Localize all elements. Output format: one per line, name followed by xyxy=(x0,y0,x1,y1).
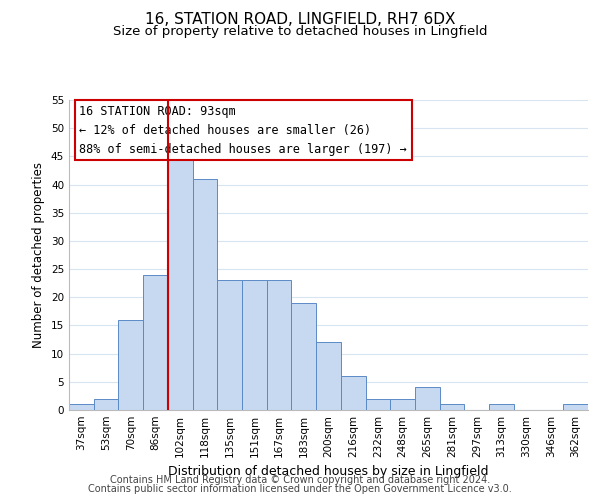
Text: Contains HM Land Registry data © Crown copyright and database right 2024.: Contains HM Land Registry data © Crown c… xyxy=(110,475,490,485)
Text: 16, STATION ROAD, LINGFIELD, RH7 6DX: 16, STATION ROAD, LINGFIELD, RH7 6DX xyxy=(145,12,455,28)
Bar xyxy=(69,404,94,410)
Bar xyxy=(563,404,588,410)
Bar xyxy=(440,404,464,410)
Text: Size of property relative to detached houses in Lingfield: Size of property relative to detached ho… xyxy=(113,25,487,38)
Text: Contains public sector information licensed under the Open Government Licence v3: Contains public sector information licen… xyxy=(88,484,512,494)
Bar xyxy=(316,342,341,410)
Bar xyxy=(489,404,514,410)
Bar xyxy=(94,398,118,410)
Bar xyxy=(365,398,390,410)
Bar xyxy=(242,280,267,410)
Y-axis label: Number of detached properties: Number of detached properties xyxy=(32,162,46,348)
Bar xyxy=(341,376,365,410)
Bar xyxy=(118,320,143,410)
Bar xyxy=(292,303,316,410)
Bar xyxy=(217,280,242,410)
X-axis label: Distribution of detached houses by size in Lingfield: Distribution of detached houses by size … xyxy=(168,466,489,478)
Bar xyxy=(390,398,415,410)
Bar xyxy=(415,388,440,410)
Text: 16 STATION ROAD: 93sqm
← 12% of detached houses are smaller (26)
88% of semi-det: 16 STATION ROAD: 93sqm ← 12% of detached… xyxy=(79,104,407,156)
Bar xyxy=(168,150,193,410)
Bar xyxy=(267,280,292,410)
Bar xyxy=(193,179,217,410)
Bar xyxy=(143,274,168,410)
